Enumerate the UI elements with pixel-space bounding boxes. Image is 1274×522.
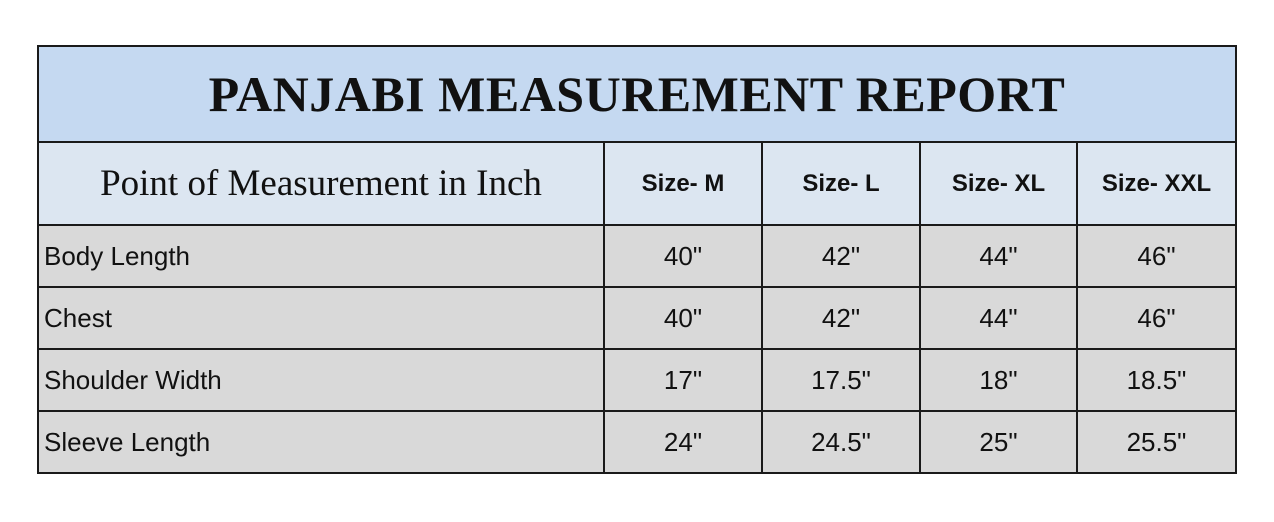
measurement-value: 18.5" xyxy=(1075,348,1238,412)
measurement-value: 40" xyxy=(603,286,763,350)
size-m-header: Size- M xyxy=(603,141,763,226)
header-row: Point of Measurement in Inch Size- M Siz… xyxy=(37,141,1238,226)
measurement-value: 42" xyxy=(761,224,921,288)
table-row: Chest 40" 42" 44" 46" xyxy=(37,286,1238,350)
measurement-value: 25.5" xyxy=(1075,410,1238,474)
measurement-value: 25" xyxy=(919,410,1078,474)
measurement-value: 42" xyxy=(761,286,921,350)
measurement-value: 24" xyxy=(603,410,763,474)
measurement-value: 44" xyxy=(919,224,1078,288)
measurement-label: Body Length xyxy=(37,224,605,288)
measurement-value: 17" xyxy=(603,348,763,412)
size-xxl-header: Size- XXL xyxy=(1075,141,1238,226)
measurement-value: 17.5" xyxy=(761,348,921,412)
measurement-value: 18" xyxy=(919,348,1078,412)
measurement-label: Sleeve Length xyxy=(37,410,605,474)
measurement-value: 24.5" xyxy=(761,410,921,474)
measurement-value: 46" xyxy=(1075,224,1238,288)
table-row: Sleeve Length 24" 24.5" 25" 25.5" xyxy=(37,410,1238,474)
point-of-measurement-header: Point of Measurement in Inch xyxy=(37,141,605,226)
table-row: Body Length 40" 42" 44" 46" xyxy=(37,224,1238,288)
measurement-value: 40" xyxy=(603,224,763,288)
size-xl-header: Size- XL xyxy=(919,141,1078,226)
report-title: PANJABI MEASUREMENT REPORT xyxy=(36,45,1238,143)
measurement-label: Shoulder Width xyxy=(37,348,605,412)
size-l-header: Size- L xyxy=(761,141,921,226)
measurement-value: 44" xyxy=(919,286,1078,350)
table-row: Shoulder Width 17" 17.5" 18" 18.5" xyxy=(37,348,1238,412)
measurement-value: 46" xyxy=(1075,286,1238,350)
measurement-table: PANJABI MEASUREMENT REPORT Point of Meas… xyxy=(36,45,1238,474)
measurement-label: Chest xyxy=(37,286,605,350)
